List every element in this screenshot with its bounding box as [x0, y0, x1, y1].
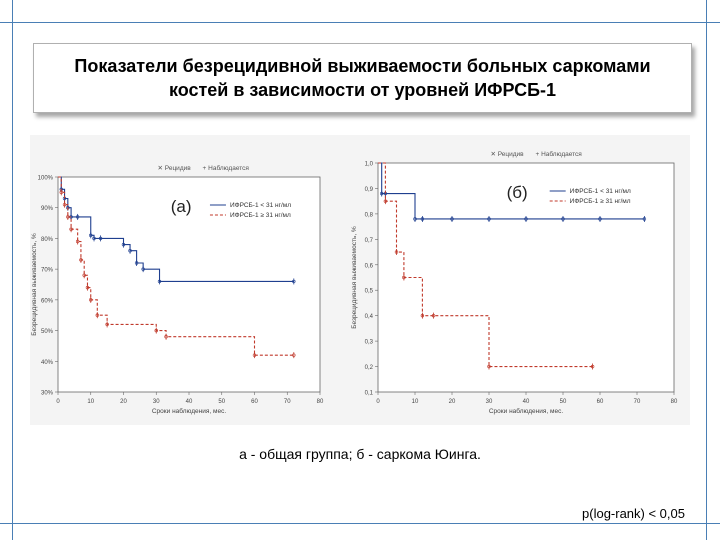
p-value-label: p(log-rank) < 0,05 — [582, 506, 685, 521]
y-tick-label: 90% — [41, 206, 54, 212]
x-tick-label: 80 — [317, 399, 324, 405]
x-tick-label: 50 — [560, 399, 567, 405]
y-tick-label: 0,6 — [365, 263, 374, 269]
y-tick-label: 0,8 — [365, 212, 374, 218]
y-tick-label: 50% — [41, 329, 54, 335]
legend-series-label-high: ИФРСБ-1 < 31 нг/мл — [570, 188, 631, 195]
y-tick-label: 0,3 — [365, 340, 374, 346]
y-tick-label: 80% — [41, 237, 54, 243]
x-tick-label: 10 — [412, 399, 419, 405]
panel-label: (а) — [171, 197, 192, 216]
y-tick-label: 1,0 — [365, 162, 374, 168]
y-tick-label: 0,5 — [365, 289, 374, 295]
panel-label: (б) — [507, 183, 528, 202]
legend-series-label-low: ИФРСБ-1 ≥ 31 нг/мл — [570, 198, 631, 205]
slide-title: Показатели безрецидивной выживаемости бо… — [34, 54, 691, 102]
x-tick-label: 80 — [671, 399, 678, 405]
figure-panel: 100% 90% 80% 70% 60% 50% 40% 30% 0 10 20 30 40 50 60 70… — [30, 135, 690, 425]
y-tick-label: 100% — [38, 176, 54, 182]
x-tick-label: 70 — [634, 399, 641, 405]
frame-top-line — [0, 22, 720, 23]
x-axis-label: Сроки наблюдения, мес. — [152, 407, 226, 415]
legend-observed-label: + Наблюдается — [203, 164, 250, 172]
y-tick-label: 30% — [41, 391, 54, 397]
x-tick-label: 30 — [486, 399, 493, 405]
x-tick-label: 40 — [523, 399, 530, 405]
legend-relapse-label: ✕ Рецидив — [490, 151, 524, 158]
x-tick-label: 70 — [284, 399, 291, 405]
x-tick-label: 10 — [87, 399, 94, 405]
chart-svg: 100%90%80%70%60%50%40%30%0 10 20 30 40 50 60 70… — [30, 135, 690, 425]
legend-relapse-label: ✕ Рецидив — [158, 165, 192, 172]
figure-caption: а - общая группа; б - саркома Юинга. — [0, 446, 720, 462]
title-box: Показатели безрецидивной выживаемости бо… — [33, 43, 692, 113]
x-tick-label: 20 — [449, 399, 456, 405]
y-tick-label: 0,7 — [365, 238, 374, 244]
x-axis-label: Сроки наблюдения, мес. — [489, 407, 563, 415]
y-axis-label: Безрецидивная выживаемость, % — [351, 226, 358, 329]
y-tick-label: 0,1 — [365, 391, 374, 397]
x-tick-label: 0 — [376, 399, 380, 405]
x-tick-label: 60 — [597, 399, 604, 405]
legend-series-label-high: ИФРСБ-1 < 31 нг/мл — [230, 202, 291, 209]
x-tick-label: 0 — [56, 399, 60, 405]
x-tick-label: 20 — [120, 399, 127, 405]
legend-series-label-low: ИФРСБ-1 ≥ 31 нг/мл — [230, 212, 291, 219]
x-tick-label: 60 — [251, 399, 258, 405]
x-tick-label: 30 — [153, 399, 160, 405]
y-tick-label: 0,4 — [365, 314, 374, 320]
frame-bottom-line — [0, 523, 720, 524]
y-axis-label: Безрецидивная выживаемость, % — [31, 233, 38, 336]
y-tick-label: 0,9 — [365, 187, 374, 193]
y-tick-label: 70% — [41, 268, 54, 274]
legend-observed-label: + Наблюдается — [535, 150, 582, 158]
y-tick-label: 40% — [41, 360, 54, 366]
y-tick-label: 0,2 — [365, 365, 374, 371]
y-tick-label: 60% — [41, 298, 54, 304]
x-tick-label: 40 — [186, 399, 193, 405]
x-tick-label: 50 — [218, 399, 225, 405]
